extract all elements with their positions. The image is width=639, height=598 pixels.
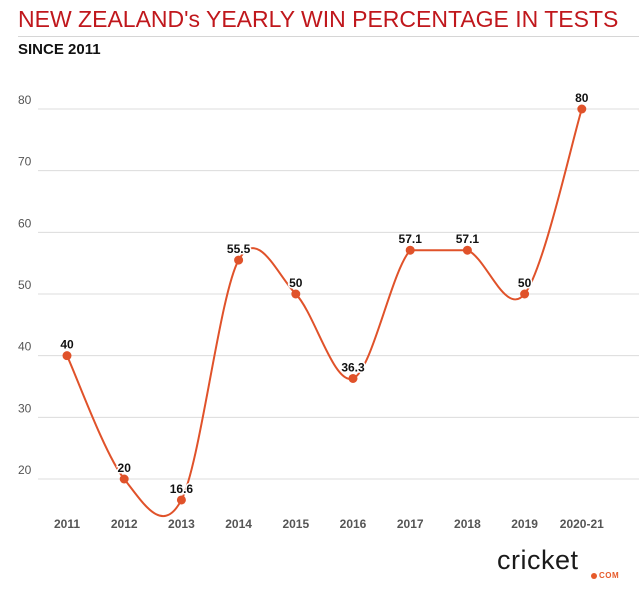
logo-dot [591,573,597,579]
x-tick-label: 2016 [340,517,367,531]
data-point-2020-21 [577,104,587,114]
data-labels: 40 20 16.6 55.5 50 36.3 57.1 57.1 50 80 [59,90,590,498]
data-point-2016 [348,373,358,383]
y-tick-label: 30 [18,401,32,415]
data-label-2015: 50 [289,276,303,290]
y-tick-label: 40 [18,340,32,354]
x-tick-label: 2015 [282,517,309,531]
data-point-2015 [291,289,301,299]
x-tick-label: 2020-21 [560,517,604,531]
y-tick-label: 70 [18,155,32,169]
chart-subtitle: SINCE 2011 [18,41,101,58]
data-label-2019: 50 [518,276,532,290]
data-label-2013: 16.6 [170,482,194,496]
data-label-2011: 40 [60,338,74,352]
data-label-2014: 55.5 [227,242,251,256]
data-point-2017 [405,245,415,255]
y-tick-label: 50 [18,278,32,292]
gridlines [38,108,639,480]
data-point-2018 [462,245,472,255]
y-tick-label: 60 [18,216,32,230]
x-tick-label: 2011 [54,517,80,531]
data-label-2020-21: 80 [575,91,589,105]
data-points [62,104,587,505]
logo-suffix: COM [599,571,620,580]
x-tick-label: 2014 [225,517,252,531]
data-point-2019 [520,289,530,299]
series-line [66,108,583,517]
x-tick-label: 2019 [511,517,538,531]
data-point-2013 [176,495,186,505]
chart-title: NEW ZEALAND's YEARLY WIN PERCENTAGE IN T… [18,6,619,32]
data-point-2011 [62,351,72,361]
data-point-2012 [119,474,129,484]
y-axis-ticks: 20 30 40 50 60 70 80 [18,93,32,477]
data-label-2017: 57.1 [399,232,423,246]
data-label-2016: 36.3 [341,360,365,374]
y-tick-label: 80 [18,93,32,107]
x-tick-label: 2017 [397,517,424,531]
data-label-2018: 57.1 [456,232,480,246]
x-tick-label: 2012 [111,517,138,531]
x-tick-label: 2018 [454,517,481,531]
logo-wordmark: cricket [497,545,579,575]
y-tick-label: 20 [18,463,32,477]
data-label-2012: 20 [118,461,132,475]
cricket-com-logo: cricket COM [497,545,619,585]
data-point-2014 [234,255,244,265]
title-divider [18,36,639,37]
x-axis-ticks: 2011 2012 2013 2014 2015 2016 2017 2018 2019 2020… [54,517,604,531]
x-tick-label: 2013 [168,517,195,531]
